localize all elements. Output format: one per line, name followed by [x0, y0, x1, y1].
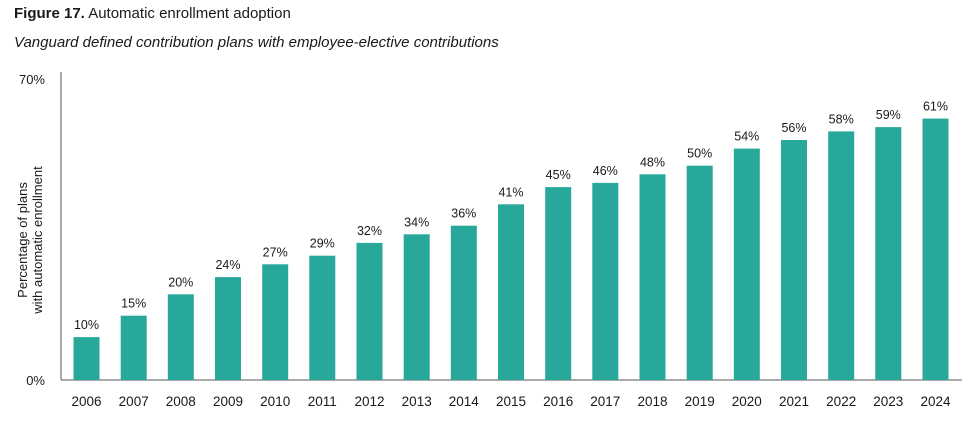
category-label-2019: 2019 — [685, 394, 715, 409]
value-label-2019: 50% — [687, 147, 712, 161]
bar-2019 — [686, 165, 713, 380]
bar-2023 — [875, 127, 902, 380]
chart-subtitle: Vanguard defined contribution plans with… — [14, 34, 499, 51]
category-label-2015: 2015 — [496, 394, 526, 409]
bar-2008 — [167, 294, 194, 380]
category-label-2023: 2023 — [873, 394, 903, 409]
bar-2015 — [498, 204, 524, 380]
bar-2009 — [215, 277, 241, 380]
category-label-2010: 2010 — [260, 394, 290, 409]
category-label-2007: 2007 — [119, 394, 149, 409]
bar-2014 — [450, 225, 477, 380]
category-label-2014: 2014 — [449, 394, 480, 409]
category-label-2024: 2024 — [920, 394, 951, 409]
category-label-2021: 2021 — [779, 394, 809, 409]
value-label-2014: 36% — [451, 207, 476, 221]
bars-group — [73, 118, 949, 380]
y-axis-label-line-2: with automatic enrollment — [30, 166, 45, 315]
value-label-2007: 15% — [121, 297, 146, 311]
y-tick-label-max: 70% — [19, 72, 45, 87]
bar-2006 — [73, 337, 100, 380]
y-axis-label: Percentage of plans with automatic enrol… — [15, 166, 45, 315]
value-label-2013: 34% — [404, 215, 429, 229]
bar-2017 — [592, 182, 619, 380]
value-label-2017: 46% — [593, 164, 618, 178]
bar-2024 — [922, 118, 949, 380]
value-label-2008: 20% — [168, 275, 193, 289]
value-label-2022: 58% — [829, 112, 854, 126]
figure-label: Figure 17. — [14, 5, 85, 22]
value-label-2011: 29% — [310, 237, 335, 251]
value-label-2010: 27% — [263, 245, 288, 259]
bar-2020 — [733, 148, 760, 380]
category-label-2009: 2009 — [213, 394, 243, 409]
value-label-2018: 48% — [640, 155, 665, 169]
value-label-2006: 10% — [74, 318, 99, 332]
category-label-2013: 2013 — [402, 394, 432, 409]
y-axis-label-line-1: Percentage of plans — [15, 182, 30, 298]
bar-2016 — [545, 187, 572, 380]
category-label-2017: 2017 — [590, 394, 620, 409]
bar-2007 — [120, 315, 147, 380]
value-labels-group: 10% 15% 20% 24% 27% 29% 32% 34% 36% 41% 45% 46% 48% 5… — [74, 100, 948, 333]
category-label-2016: 2016 — [543, 394, 573, 409]
category-label-2011: 2011 — [308, 394, 337, 409]
chart-title: Figure 17. Automatic enrollment adoption — [14, 5, 291, 22]
category-label-2022: 2022 — [826, 394, 856, 409]
category-labels-group: 2006 2007 2008 2009 2010 2011 2012 2013 2014 2015… — [71, 394, 951, 409]
bar-2018 — [639, 174, 666, 380]
title-text: Automatic enrollment adoption — [88, 5, 291, 22]
category-label-2012: 2012 — [354, 394, 384, 409]
category-label-2008: 2008 — [166, 394, 196, 409]
category-label-2020: 2020 — [732, 394, 762, 409]
value-label-2024: 61% — [923, 100, 948, 114]
value-label-2016: 45% — [546, 168, 571, 182]
value-label-2015: 41% — [498, 185, 523, 199]
category-label-2006: 2006 — [71, 394, 101, 409]
bar-2011 — [309, 255, 336, 380]
bar-2021 — [781, 140, 807, 380]
bar-2022 — [828, 131, 855, 380]
bar-2010 — [262, 264, 289, 380]
value-label-2012: 32% — [357, 224, 382, 238]
category-label-2018: 2018 — [637, 394, 667, 409]
value-label-2023: 59% — [876, 108, 901, 122]
bar-2013 — [403, 234, 430, 380]
value-label-2020: 54% — [734, 130, 759, 144]
y-tick-label-min: 0% — [26, 373, 45, 388]
value-label-2009: 24% — [215, 258, 240, 272]
value-label-2021: 56% — [781, 121, 806, 135]
bar-2012 — [356, 242, 383, 380]
